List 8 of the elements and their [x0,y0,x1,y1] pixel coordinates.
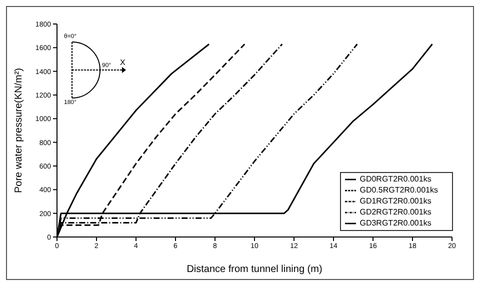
x-axis-title: Distance from tunnel lining (m) [186,264,322,275]
legend-label: GD3RGT2R0.001ks [360,218,432,228]
legend-label: GD0.5RGT2R0.001ks [360,186,438,195]
legend-label: GD1RGT2R0.001ks [360,196,432,206]
annotation: X [120,58,126,67]
legend-label: GD0RGT2R0.001ks [360,174,432,184]
legend-label: GD2RGT2R0.001ks [360,208,432,217]
y-axis-title: Pore water pressure(KN/m²) [14,68,25,194]
